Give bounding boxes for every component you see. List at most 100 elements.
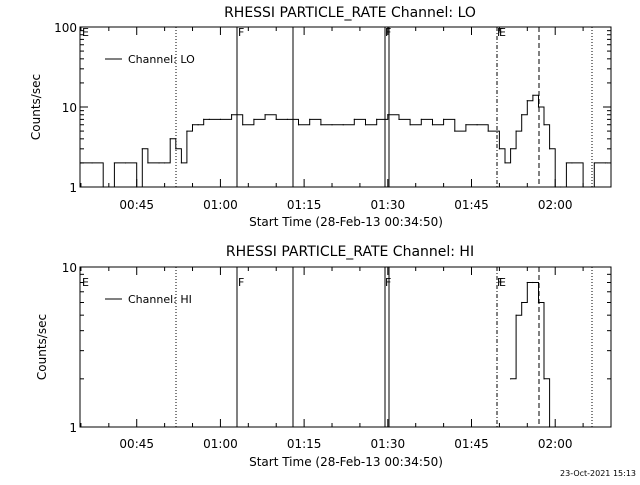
data-point (593, 162, 595, 164)
data-point (164, 162, 166, 164)
footer-timestamp: 23-Oct-2021 15:13 (560, 469, 636, 478)
data-point (158, 162, 160, 164)
flag-annotation: E (82, 276, 89, 289)
data-point (515, 130, 517, 132)
data-point (186, 130, 188, 132)
data-point (454, 130, 456, 132)
data-point (431, 124, 434, 126)
series-line (510, 282, 552, 428)
data-point (264, 114, 266, 116)
data-point (376, 118, 378, 120)
data-point (286, 118, 288, 120)
chart-title: RHESSI PARTICLE_RATE Channel: HI (226, 244, 474, 260)
data-point (537, 106, 540, 108)
data-point (465, 124, 467, 126)
data-point (560, 186, 562, 188)
chart-title: RHESSI PARTICLE_RATE Channel: LO (224, 5, 476, 21)
data-point (509, 378, 512, 380)
flag-annotation: F (238, 276, 244, 289)
data-point (420, 118, 422, 120)
data-point (297, 124, 300, 126)
x-tick-label: 01:45 (454, 198, 489, 212)
data-point (565, 162, 567, 164)
plot-area (79, 266, 612, 428)
x-tick-label: 01:00 (203, 437, 238, 451)
flag-annotation: F (497, 276, 503, 289)
data-point (521, 301, 523, 304)
data-point (498, 148, 501, 150)
data-point (275, 118, 277, 120)
data-point (537, 301, 540, 304)
data-point (549, 148, 551, 150)
data-point (504, 162, 506, 164)
data-point (147, 162, 149, 164)
data-point (331, 124, 333, 126)
x-tick-label: 02:00 (538, 437, 573, 451)
flag-annotation: F (238, 26, 244, 39)
flag-annotation: E (82, 26, 89, 39)
data-point (203, 118, 205, 120)
x-axis-label: Start Time (28-Feb-13 00:34:50) (249, 455, 443, 469)
data-point (532, 94, 534, 96)
legend-label: Channel: LO (128, 53, 195, 66)
y-tick-label: 10 (62, 261, 77, 275)
data-point (113, 162, 116, 164)
x-tick-label: 01:15 (287, 437, 322, 451)
y-tick-label: 1 (69, 421, 77, 435)
data-point (320, 124, 322, 126)
data-point (80, 162, 82, 164)
x-tick-label: 01:45 (454, 437, 489, 451)
x-tick-label: 00:45 (119, 198, 154, 212)
x-tick-label: 01:15 (287, 198, 322, 212)
data-point (169, 138, 171, 140)
data-point (487, 130, 489, 132)
data-point (180, 162, 182, 164)
data-point (191, 124, 194, 126)
flag-annotation: F (497, 26, 503, 39)
data-point (253, 118, 255, 120)
panel-lo: RHESSI PARTICLE_RATE Channel: LO Counts/… (29, 5, 612, 229)
data-point (102, 186, 104, 188)
data-point (526, 281, 528, 284)
data-point (175, 148, 177, 150)
data-point (443, 118, 445, 120)
data-point (364, 124, 367, 126)
data-point (554, 186, 556, 188)
data-point (197, 124, 199, 126)
data-point (476, 124, 478, 126)
y-tick-label: 100 (54, 21, 77, 35)
y-tick-label: 1 (69, 181, 77, 195)
data-point (208, 118, 210, 120)
data-point (509, 148, 512, 150)
data-point (582, 186, 584, 188)
data-point (230, 114, 233, 116)
data-point (549, 426, 551, 428)
flag-annotation: E (499, 276, 506, 289)
x-tick-label: 01:30 (371, 437, 406, 451)
data-point (242, 124, 244, 126)
data-point (91, 162, 93, 164)
data-point (515, 314, 517, 316)
y-axis-label: Counts/sec (29, 74, 43, 140)
legend-label: Channel: HI (128, 293, 192, 306)
y-tick-label: 10 (62, 101, 77, 115)
flag-annotation: F (385, 276, 391, 289)
data-point (532, 281, 534, 284)
x-tick-label: 02:00 (538, 198, 573, 212)
x-tick-label: 00:45 (119, 437, 154, 451)
data-point (309, 118, 311, 120)
panel-hi: RHESSI PARTICLE_RATE Channel: HI Counts/… (35, 244, 612, 469)
y-axis-label: Counts/sec (35, 314, 49, 380)
data-point (604, 162, 607, 164)
x-tick-label: 01:30 (371, 198, 406, 212)
data-point (409, 124, 411, 126)
data-point (543, 378, 545, 380)
data-point (141, 148, 143, 150)
flag-annotation: E (499, 26, 506, 39)
series-line (80, 94, 608, 188)
data-point (136, 186, 138, 188)
data-point (521, 114, 523, 116)
data-point (398, 118, 400, 120)
x-tick-label: 01:00 (203, 198, 238, 212)
